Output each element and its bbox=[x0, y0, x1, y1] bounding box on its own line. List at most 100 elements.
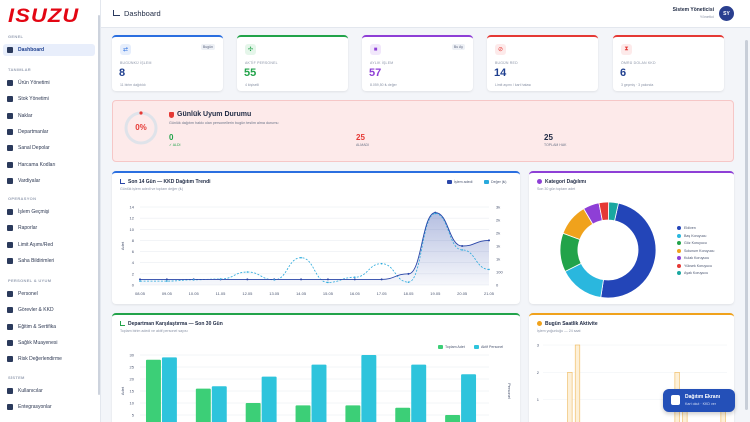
y-left-tick: 6 bbox=[132, 249, 135, 254]
sidebar-item-personel[interactable]: Personel bbox=[3, 288, 95, 300]
personel-bar[interactable] bbox=[411, 364, 427, 422]
category-title: Kategori Dağılımı bbox=[545, 179, 587, 185]
category-legend-item[interactable]: Yüksek Koruyucu bbox=[677, 263, 712, 268]
deger-point[interactable] bbox=[139, 280, 141, 282]
islem-point[interactable] bbox=[246, 278, 249, 281]
legend-swatch bbox=[677, 241, 681, 245]
pie-slice[interactable] bbox=[608, 201, 619, 222]
legend-swatch bbox=[677, 256, 681, 260]
deger-point[interactable] bbox=[327, 281, 329, 284]
stat-card[interactable]: ⧗ ÖMRÜ DOLAN KKD 6 3 geçmiş · 3 yakında bbox=[613, 35, 724, 91]
deger-point[interactable] bbox=[434, 212, 437, 215]
legend-toplam-adet[interactable]: Toplam Adet bbox=[438, 345, 465, 349]
personel-bar[interactable] bbox=[261, 376, 277, 422]
adet-bar[interactable] bbox=[145, 359, 161, 422]
y-right-tick: 0 bbox=[496, 283, 499, 288]
deger-point[interactable] bbox=[488, 268, 490, 271]
legend-swatch bbox=[677, 263, 681, 268]
category-legend-item[interactable]: Göz Koruyucu bbox=[677, 241, 707, 245]
hour-bar[interactable] bbox=[567, 372, 573, 422]
almadi-value: 25 bbox=[356, 133, 365, 142]
sidebar-item-vardiyalar[interactable]: Vardiyalar bbox=[3, 175, 95, 187]
personel-bar[interactable] bbox=[461, 374, 477, 422]
sidebar-item-i-şlem-geçmişi[interactable]: İşlem Geçmişi bbox=[3, 206, 95, 218]
islem-point[interactable] bbox=[461, 245, 464, 247]
personel-bar[interactable] bbox=[211, 386, 227, 422]
category-legend-item[interactable]: Solunum Koruyucu bbox=[677, 248, 714, 253]
adet-bar[interactable] bbox=[345, 405, 361, 422]
sidebar-item-sanal-depolar[interactable]: Sanal Depolar bbox=[3, 142, 95, 154]
sidebar-item-sağlık-muayenesi[interactable]: Sağlık Muayenesi bbox=[3, 337, 95, 349]
chart-icon bbox=[113, 10, 120, 16]
stat-card[interactable]: ✣ AKTİF PERSONEL 55 4 kişiselli bbox=[237, 35, 348, 91]
main-scrollbar[interactable] bbox=[745, 40, 748, 410]
legend-deger[interactable]: Değer (₺) bbox=[484, 180, 506, 184]
distribution-screen-button[interactable]: Dağıtım Ekranı Kart okut · KKD ver bbox=[663, 389, 735, 412]
personel-bar[interactable] bbox=[161, 357, 177, 422]
adet-bar[interactable] bbox=[395, 407, 411, 422]
deger-point[interactable] bbox=[380, 262, 383, 265]
sidebar-item-kullanıcılar[interactable]: Kullanıcılar bbox=[3, 385, 95, 397]
deger-point[interactable] bbox=[353, 276, 356, 278]
avatar[interactable]: SY bbox=[719, 6, 734, 21]
sidebar-section-title: GENEL bbox=[8, 34, 24, 39]
stat-card[interactable]: ⊘ BUGÜN RED 14 Limit aşımı / kart hatası bbox=[487, 35, 598, 91]
stat-card[interactable]: ■ Bu Ay AYLIK İŞLEM 57 8.059,50 ₺ değer bbox=[362, 35, 473, 91]
sidebar-scrollbar[interactable] bbox=[98, 15, 100, 395]
sidebar-item-dashboard[interactable]: Dashboard bbox=[3, 44, 95, 56]
adet-bar[interactable] bbox=[195, 388, 211, 422]
legend-islem[interactable]: İşlem adedi bbox=[447, 180, 472, 184]
sidebar-item-saha-bildirimleri[interactable]: Saha Bildirimleri bbox=[3, 255, 95, 267]
sidebar-item-limit-aşımı-red[interactable]: Limit Aşımı/Red bbox=[3, 239, 95, 251]
category-legend-item[interactable]: Kulak Koruyucu bbox=[677, 256, 709, 260]
sidebar-item-görevler-kkd[interactable]: Görevler & KKD bbox=[3, 304, 95, 316]
pie-slice[interactable] bbox=[600, 202, 657, 299]
category-legend-item[interactable]: Baş Koruyucu bbox=[677, 233, 706, 238]
islem-point[interactable] bbox=[407, 272, 410, 275]
sidebar-item-ürün-yönetimi[interactable]: Ürün Yönetimi bbox=[3, 77, 95, 89]
sidebar-item-raporlar[interactable]: Raporlar bbox=[3, 222, 95, 234]
deger-point[interactable] bbox=[273, 279, 276, 281]
deger-point[interactable] bbox=[166, 280, 168, 282]
deger-point[interactable] bbox=[219, 278, 222, 280]
deger-point[interactable] bbox=[192, 279, 195, 281]
trend-title: Son 14 Gün — KKD Dağıtım Trendi bbox=[128, 179, 211, 185]
clock-icon bbox=[7, 177, 13, 184]
sidebar-item-label: Naklar bbox=[18, 112, 33, 119]
toplam-value: 25 bbox=[544, 133, 553, 142]
sidebar-item-entegrasyonlar[interactable]: Entegrasyonlar bbox=[3, 401, 95, 413]
legend-swatch bbox=[677, 226, 681, 230]
stat-label: ÖMRÜ DOLAN KKD bbox=[621, 61, 656, 65]
islem-point[interactable] bbox=[326, 278, 329, 281]
shield-icon bbox=[169, 112, 174, 118]
islem-point[interactable] bbox=[300, 278, 303, 281]
islem-point[interactable] bbox=[353, 278, 356, 281]
personel-bar[interactable] bbox=[361, 355, 377, 422]
islem-point[interactable] bbox=[380, 278, 383, 281]
stat-card[interactable]: ⇄ Bugün BUGÜNKÜ İŞLEM 8 11 birim dağıtıldı bbox=[112, 35, 223, 91]
sidebar-item-risk-değerlendirme[interactable]: Risk Değerlendirme bbox=[3, 353, 95, 365]
category-legend-item[interactable]: Ayak Koruyucu bbox=[677, 271, 708, 275]
sidebar-item-label: Sağlık Muayenesi bbox=[18, 339, 58, 346]
sidebar-item-departmanlar[interactable]: Departmanlar bbox=[3, 126, 95, 138]
sidebar-item-harcama-kodları[interactable]: Harcama Kodları bbox=[3, 159, 95, 171]
islem-point[interactable] bbox=[488, 239, 490, 242]
deger-point[interactable] bbox=[246, 271, 249, 273]
legend-aktif-personel[interactable]: Aktif Personel bbox=[474, 345, 503, 349]
islem-point[interactable] bbox=[139, 278, 141, 281]
deger-point[interactable] bbox=[407, 281, 410, 283]
personel-bar[interactable] bbox=[311, 364, 327, 422]
islem-point[interactable] bbox=[165, 278, 168, 281]
adet-bar[interactable] bbox=[245, 403, 261, 422]
adet-bar[interactable] bbox=[445, 415, 461, 422]
deger-point[interactable] bbox=[461, 249, 463, 251]
sidebar-item-eğitim-sertifika[interactable]: Eğitim & Sertifika bbox=[3, 321, 95, 333]
sidebar-item-naklar[interactable]: Naklar bbox=[3, 110, 95, 122]
user-name[interactable]: Sistem Yöneticisi bbox=[672, 7, 714, 13]
adet-bar[interactable] bbox=[295, 405, 311, 422]
sidebar-item-stok-yönetimi[interactable]: Stok Yönetimi bbox=[3, 93, 95, 105]
deger-point[interactable] bbox=[300, 256, 302, 259]
category-legend-item[interactable]: Eldiven bbox=[677, 226, 696, 230]
trend-chart: 0 2 4 6 8 10 12 14 0 100 1k 1k 2k 2k 3k 08.05 09.05 10.05… bbox=[120, 205, 503, 297]
hour-bar[interactable] bbox=[574, 344, 581, 422]
